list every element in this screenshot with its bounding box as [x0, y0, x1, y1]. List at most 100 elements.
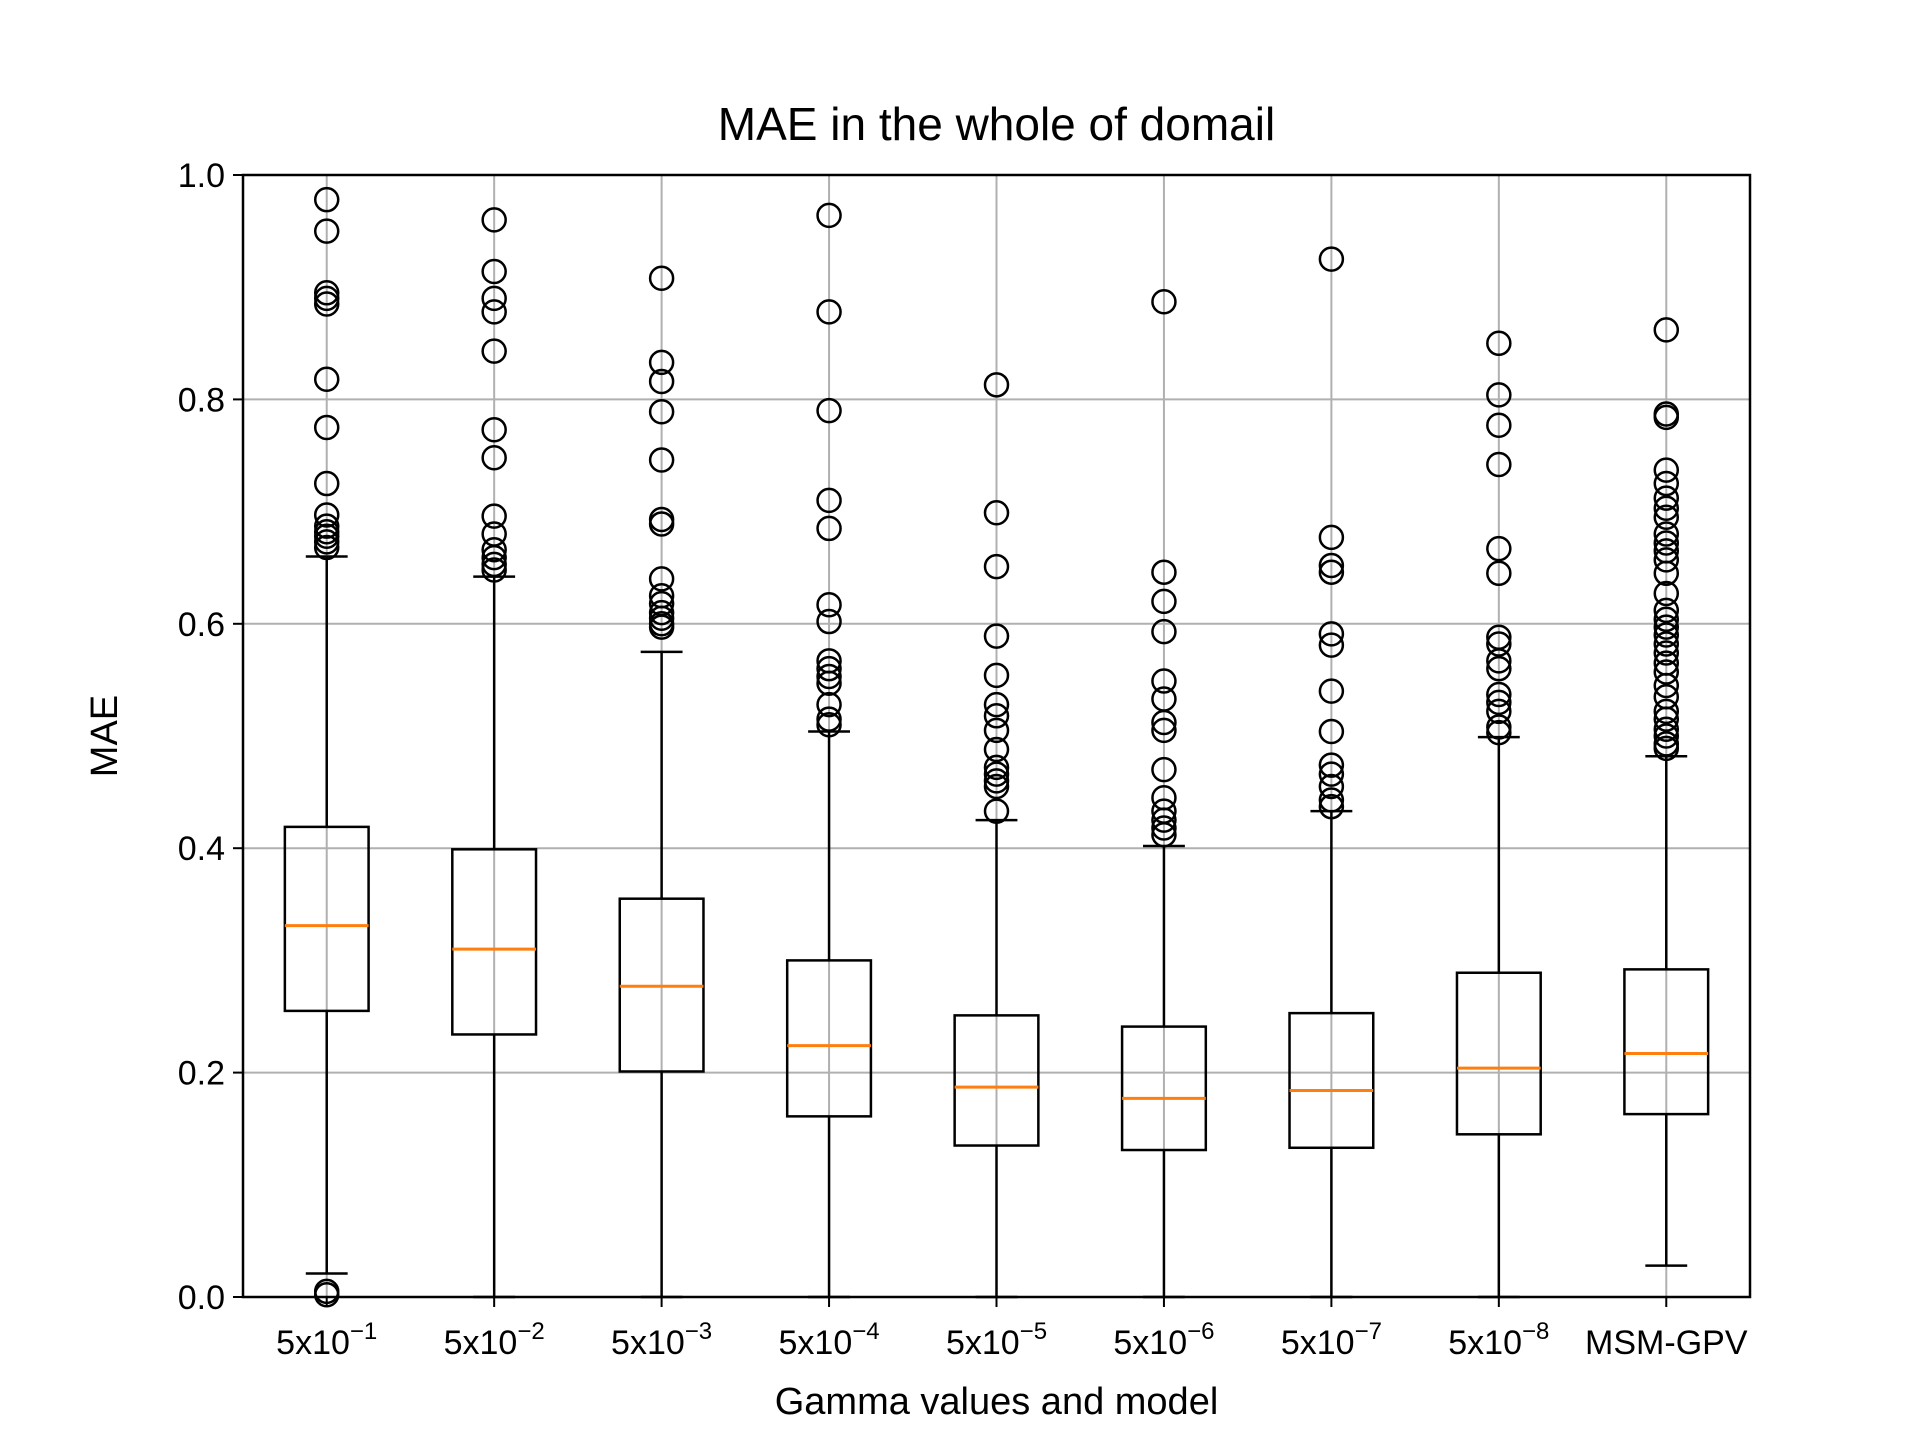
outlier-point: [313, 218, 340, 244]
iqr-box: [785, 959, 873, 1118]
outlier-point: [1653, 530, 1680, 556]
outlier-point: [816, 299, 842, 325]
x-tick-label: MSM-GPV: [1585, 1324, 1748, 1362]
outlier-point: [1151, 717, 1177, 744]
x-tick-label: 5x10−6: [1113, 1318, 1214, 1362]
outlier-point: [1486, 648, 1512, 674]
x-tick-label-exponent: −6: [1187, 1318, 1214, 1345]
x-tick-label: 5x10−4: [779, 1318, 880, 1362]
outlier-point: [481, 551, 507, 578]
x-tick-label: 5x10−7: [1281, 1318, 1382, 1362]
y-tick-label: 0.2: [178, 1055, 225, 1093]
outlier-point: [983, 553, 1010, 580]
x-tick-label-base: 5x10: [444, 1324, 518, 1362]
outlier-point: [1653, 672, 1680, 699]
outlier-point: [313, 285, 340, 312]
outlier-point: [1653, 560, 1680, 587]
outlier-point: [1151, 756, 1177, 783]
outlier-point: [648, 398, 675, 425]
outlier-point: [1318, 761, 1345, 787]
outlier-point: [1151, 807, 1177, 833]
iqr-box: [1623, 968, 1710, 1116]
outlier-point: [481, 536, 507, 563]
outlier-point: [648, 605, 675, 631]
chart-title: MAE in the whole of domail: [718, 98, 1275, 150]
x-tick-label-base: 5x10: [276, 1324, 350, 1362]
outlier-point: [816, 515, 842, 542]
outlier-point: [1486, 655, 1512, 682]
x-tick-label: 5x10−8: [1448, 1318, 1549, 1362]
x-tick-label: 5x10−1: [276, 1318, 377, 1362]
outlier-point: [1486, 451, 1512, 478]
outlier-point: [313, 280, 340, 306]
outlier-point: [983, 499, 1010, 526]
outlier-point: [1653, 521, 1680, 547]
outlier-point: [313, 529, 340, 555]
x-tick-label-base: 5x10: [946, 1324, 1020, 1362]
outlier-point: [1318, 752, 1345, 778]
outlier-point: [1318, 559, 1345, 585]
outlier-point: [1318, 632, 1345, 658]
y-tick-label: 0.4: [178, 830, 225, 868]
outlier-point: [983, 798, 1010, 824]
box-group: [283, 186, 370, 1308]
outlier-point: [983, 761, 1010, 787]
outlier-point: [648, 265, 675, 291]
outlier-point: [648, 599, 675, 626]
x-tick-label-exponent: −4: [852, 1318, 879, 1345]
outlier-point: [1151, 815, 1177, 841]
outlier-point: [1653, 547, 1680, 573]
outlier-point: [1653, 597, 1680, 624]
outlier-point: [313, 291, 340, 317]
iqr-box: [451, 848, 538, 1036]
outlier-point: [1653, 317, 1680, 343]
outlier-point: [1653, 622, 1680, 648]
outlier-point: [1318, 621, 1345, 647]
outlier-point: [1486, 719, 1512, 746]
outlier-point: [481, 544, 507, 571]
x-tick-label-base: 5x10: [1281, 1324, 1355, 1362]
outlier-point: [313, 470, 340, 497]
outlier-point: [1653, 723, 1680, 749]
outlier-point: [313, 414, 340, 441]
outlier-point: [313, 523, 340, 550]
outlier-point: [648, 614, 675, 640]
x-tick-label-base: 5x10: [611, 1324, 685, 1362]
x-ticks: 5x10−1 5x10−2 5x10−3 5x10−4 5x10−5 5x10−6 5x10…: [276, 1297, 1748, 1362]
outlier-point: [1653, 606, 1680, 633]
outlier-point: [1151, 588, 1177, 615]
outlier-point: [816, 591, 842, 618]
outlier-point: [816, 706, 842, 732]
outlier-point: [816, 663, 842, 690]
outlier-point: [1653, 631, 1680, 657]
outlier-point: [1486, 535, 1512, 562]
outlier-point: [1486, 714, 1512, 740]
outlier-point: [313, 513, 340, 539]
outlier-point: [1486, 382, 1512, 408]
outlier-point: [313, 502, 340, 528]
outlier-point: [816, 608, 842, 635]
outlier-point: [1653, 580, 1680, 607]
outlier-point: [1318, 678, 1345, 704]
outlier-point: [1653, 640, 1680, 666]
outlier-point: [1653, 698, 1680, 725]
outlier-point: [983, 623, 1010, 649]
outlier-point: [816, 397, 842, 424]
outlier-point: [313, 186, 340, 213]
outlier-point: [816, 691, 842, 718]
box-group: [618, 265, 705, 1299]
x-tick-label-base: 5x10: [779, 1324, 853, 1362]
outlier-point: [816, 670, 842, 697]
outlier-point: [1486, 698, 1512, 725]
outlier-point: [481, 503, 507, 529]
outlier-point: [1486, 560, 1512, 587]
outlier-point: [1486, 330, 1512, 357]
outlier-point: [1318, 773, 1345, 800]
outlier-point: [1486, 412, 1512, 438]
outlier-point: [648, 447, 675, 473]
outlier-point: [481, 207, 507, 233]
box-group: [785, 202, 873, 1299]
outlier-point: [481, 444, 507, 471]
outlier-point: [1653, 716, 1680, 743]
